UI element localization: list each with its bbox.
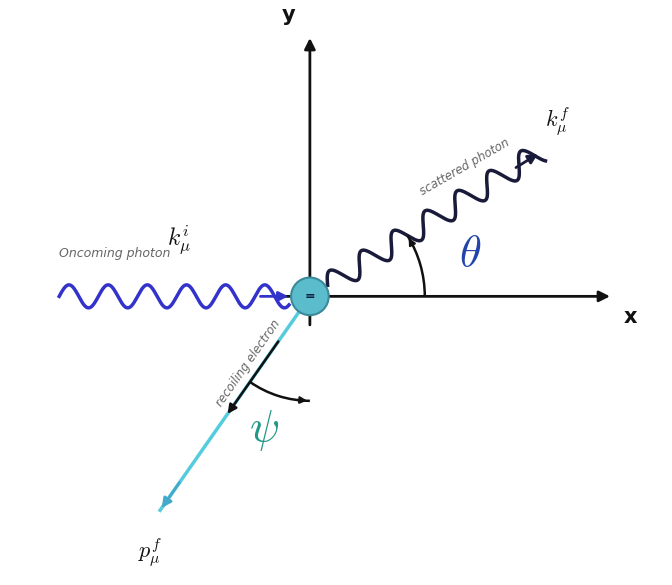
Text: recoiling electron: recoiling electron	[214, 317, 283, 409]
Text: y: y	[282, 5, 296, 25]
Text: =: =	[304, 290, 315, 303]
Text: $k^{f}_{\mu}$: $k^{f}_{\mu}$	[546, 105, 571, 137]
Text: $\psi$: $\psi$	[249, 408, 280, 453]
Text: $p^{f}_{\mu}$: $p^{f}_{\mu}$	[138, 536, 162, 568]
Circle shape	[291, 277, 329, 315]
Text: scattered photon: scattered photon	[417, 136, 512, 198]
Text: $k^{i}_{\mu}$: $k^{i}_{\mu}$	[167, 223, 192, 257]
Text: x: x	[623, 307, 637, 327]
Text: Oncoming photon: Oncoming photon	[59, 247, 171, 260]
Text: $\theta$: $\theta$	[460, 232, 482, 275]
